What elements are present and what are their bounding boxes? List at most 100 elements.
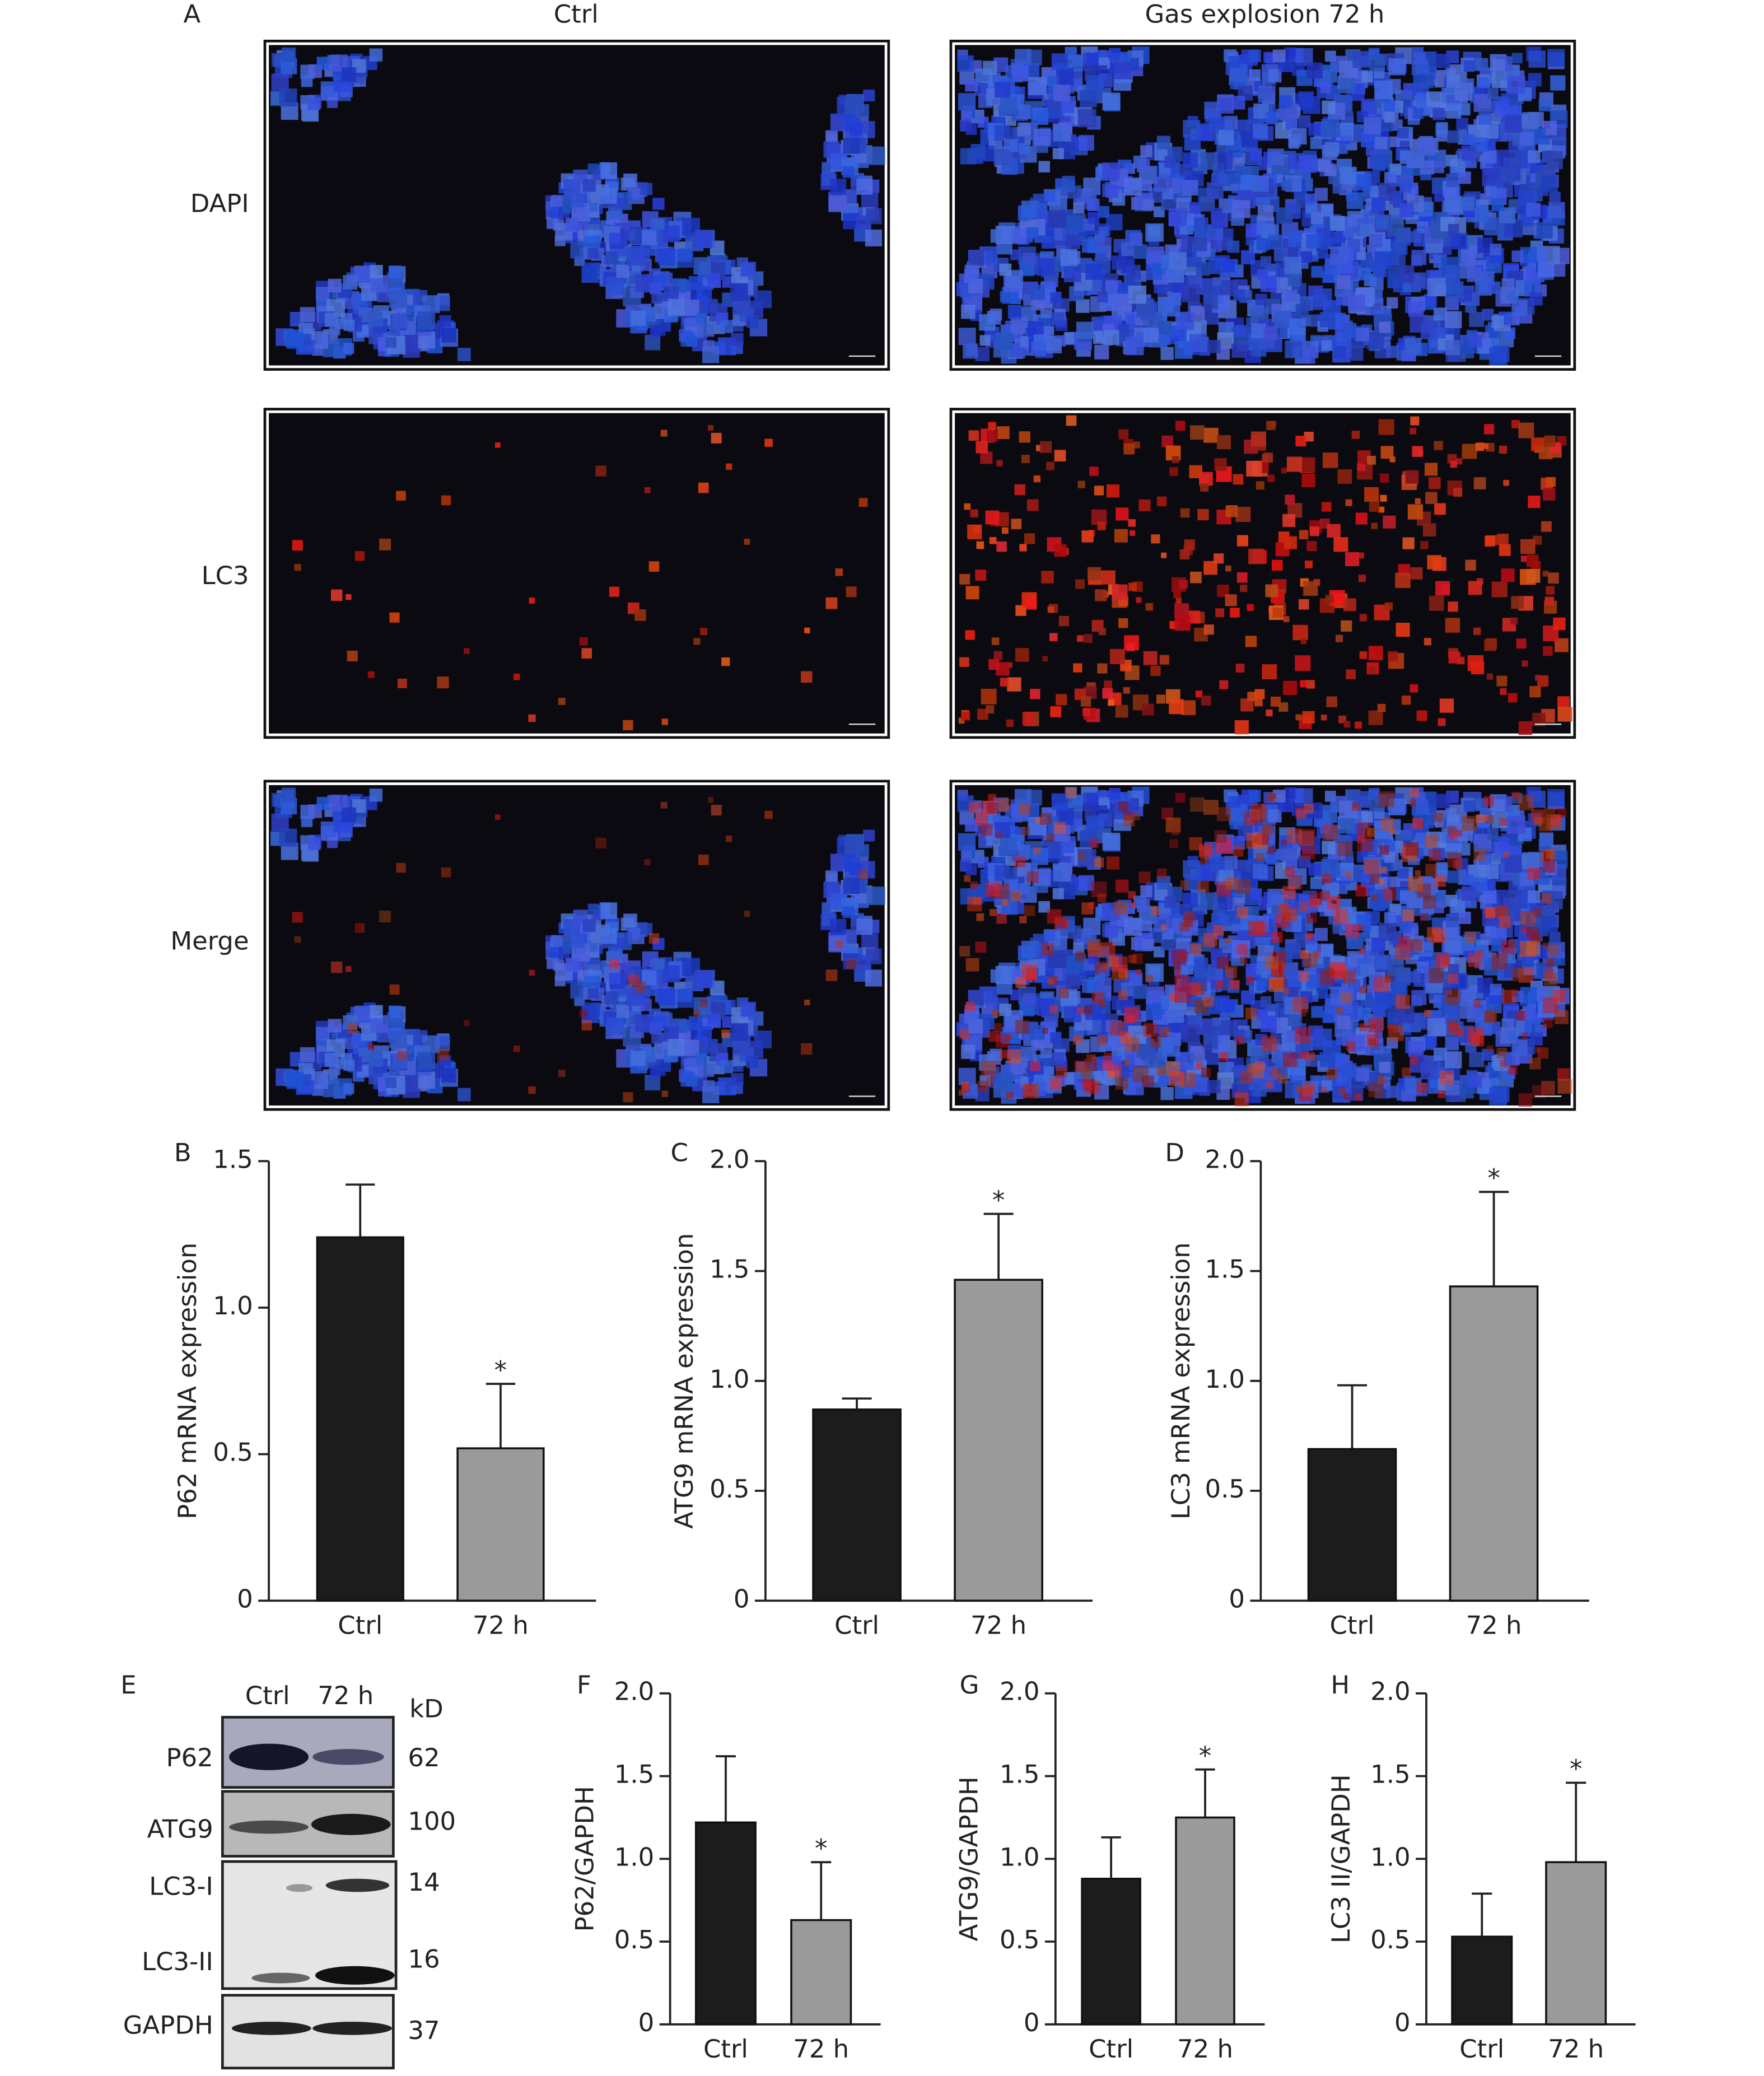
lc3-signal — [644, 859, 651, 866]
nucleus — [1541, 915, 1558, 932]
nucleus — [1062, 175, 1075, 189]
lc3-signal — [1180, 880, 1190, 890]
nucleus — [688, 276, 703, 290]
lc3-signal — [1292, 624, 1308, 641]
nucleus — [1105, 925, 1118, 938]
lc3-signal — [1263, 452, 1273, 463]
lc3-signal — [1420, 913, 1429, 921]
lc3-signal — [1496, 675, 1508, 687]
nucleus — [1109, 48, 1121, 60]
lc3-signal — [1465, 559, 1476, 571]
lc3-signal — [1529, 685, 1541, 698]
lc3-signal — [1309, 526, 1320, 537]
lc3-signal — [1410, 684, 1418, 693]
lc3-signal — [529, 598, 535, 604]
band-size: 100 — [408, 1806, 456, 1836]
nucleus — [1227, 240, 1240, 253]
nucleus — [1417, 138, 1436, 156]
nucleus — [830, 179, 847, 195]
lc3-signal — [1190, 797, 1205, 812]
micrograph — [263, 408, 890, 739]
lc3-signal — [1019, 803, 1030, 815]
lc3-signal — [1285, 494, 1295, 505]
nucleus — [565, 958, 579, 972]
nucleus — [1096, 977, 1112, 992]
lc3-signal — [1047, 606, 1054, 613]
lc3-signal — [1058, 988, 1070, 999]
nucleus — [301, 75, 313, 87]
lc3-signal — [1429, 595, 1444, 611]
nucleus — [1044, 190, 1056, 202]
lc3-signal — [1082, 708, 1090, 716]
nucleus — [343, 275, 358, 290]
nucleus — [1052, 1052, 1065, 1065]
lc3-signal — [1050, 1078, 1061, 1090]
nucleus — [439, 315, 451, 327]
lc3-signal — [1346, 669, 1356, 679]
nucleus — [605, 991, 619, 1005]
lc3-signal — [1405, 470, 1419, 484]
lc3-signal — [1299, 902, 1309, 912]
nucleus — [1290, 128, 1307, 144]
lc3-signal — [396, 491, 406, 501]
nucleus — [1511, 53, 1523, 64]
nucleus — [1253, 123, 1268, 139]
lc3-signal — [1145, 603, 1153, 611]
lc3-signal — [1383, 887, 1396, 901]
lc3-signal — [975, 941, 987, 953]
lc3-signal — [1033, 847, 1041, 855]
row-label: DAPI — [190, 188, 249, 218]
lc3-signal — [1359, 614, 1367, 622]
nucleus — [856, 955, 871, 970]
lc3-signal — [1503, 479, 1509, 486]
lc3-signal — [1448, 601, 1458, 612]
nucleus — [688, 1016, 703, 1030]
lc3-signal — [1333, 909, 1348, 924]
lc3-signal — [1380, 446, 1394, 459]
nucleus — [1432, 108, 1445, 120]
lc3-signal — [988, 659, 1000, 670]
nucleus — [1274, 310, 1292, 328]
lc3-signal — [1292, 997, 1308, 1013]
nucleus — [1311, 265, 1323, 278]
lc3-signal — [1322, 452, 1338, 468]
lc3-signal — [1042, 656, 1048, 662]
nucleus — [587, 163, 599, 175]
nucleus — [1547, 789, 1565, 807]
nucleus — [1126, 264, 1141, 279]
lc3-signal — [1066, 415, 1077, 426]
nucleus — [1303, 96, 1320, 114]
nucleus — [1222, 259, 1235, 272]
lc3-signal — [965, 958, 979, 972]
lc3-signal — [1278, 702, 1289, 712]
nucleus — [1077, 109, 1096, 128]
lc3-signal — [1272, 979, 1283, 990]
nucleus — [417, 311, 435, 329]
nucleus — [1373, 1003, 1387, 1018]
lc3-signal — [993, 1023, 1003, 1032]
nucleus — [1529, 292, 1543, 306]
lc3-signal — [721, 657, 730, 666]
lc3-signal — [1410, 1056, 1418, 1065]
nucleus — [1501, 1018, 1515, 1032]
lc3-signal — [989, 909, 997, 916]
nucleus — [1354, 174, 1371, 191]
lc3-signal — [1136, 969, 1142, 975]
lc3-signal — [1159, 655, 1169, 665]
lc3-signal — [397, 678, 407, 688]
lc3-signal — [1248, 548, 1264, 565]
lc3-signal — [996, 460, 1003, 466]
lc3-signal — [1483, 796, 1495, 806]
nucleus — [640, 923, 652, 935]
nucleus — [720, 1060, 733, 1074]
lc3-signal — [1368, 1083, 1383, 1098]
nucleus — [842, 906, 855, 918]
lc3-signal — [1368, 646, 1383, 661]
lc3-signal — [976, 541, 984, 549]
lc3-signal — [1235, 879, 1251, 894]
nucleus — [1137, 159, 1150, 172]
nucleus — [1241, 250, 1256, 265]
nucleus — [1050, 1032, 1062, 1044]
lc3-signal — [1378, 791, 1394, 808]
lc3-signal — [1156, 868, 1167, 879]
